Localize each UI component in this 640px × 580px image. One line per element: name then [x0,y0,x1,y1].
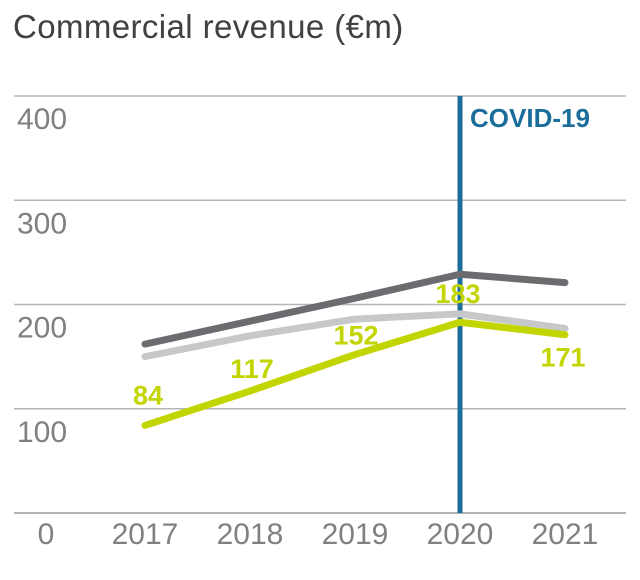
series-line-light-gray [141,310,569,361]
x-tick-label: 2018 [217,518,284,551]
data-label: 171 [540,343,585,373]
x-origin-label: 0 [38,518,55,551]
data-label: 152 [333,321,378,351]
x-tick-label: 2019 [322,518,389,551]
x-tick-label: 2021 [532,518,599,551]
x-tick-label: 2020 [427,518,494,551]
y-tick-label: 100 [17,416,67,449]
covid-label: COVID-19 [470,103,590,133]
y-tick-label: 300 [17,207,67,240]
series-line-lime [141,318,569,429]
data-label: 84 [133,380,163,410]
data-label: 183 [435,279,480,309]
x-tick-label: 2017 [112,518,179,551]
data-label: 117 [230,354,274,384]
series-line-dark-gray [141,270,569,348]
y-tick-label: 400 [17,103,67,136]
series-layer [141,270,569,429]
y-tick-label: 200 [17,312,67,345]
grid-layer: 400 300 200 100 0 2017 2018 2019 2020 2021 [14,95,626,551]
data-labels-layer: 84 117 152 183 171 [133,279,586,410]
chart-title: Commercial revenue (€m) [13,8,404,45]
